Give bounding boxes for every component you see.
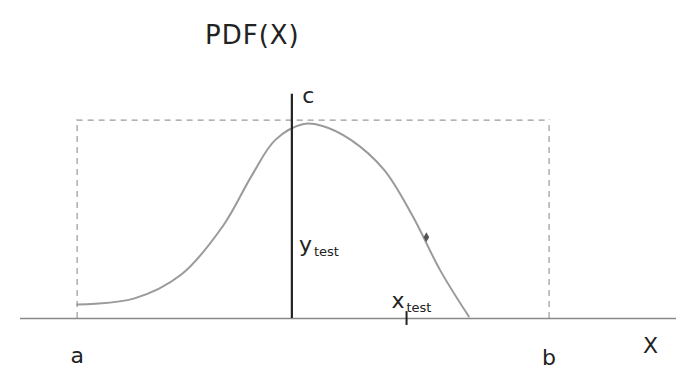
html-text:PDF(X): PDF(X) <box>205 20 300 50</box>
svg-text:test: test <box>406 300 431 315</box>
svg-text:y: y <box>299 232 312 257</box>
svg-text:b: b <box>542 345 556 370</box>
svg-text:a: a <box>70 343 83 368</box>
svg-text:c: c <box>302 83 314 108</box>
svg-text:x: x <box>391 288 404 313</box>
svg-text:X: X <box>643 333 658 358</box>
svg-text:test: test <box>314 244 339 259</box>
